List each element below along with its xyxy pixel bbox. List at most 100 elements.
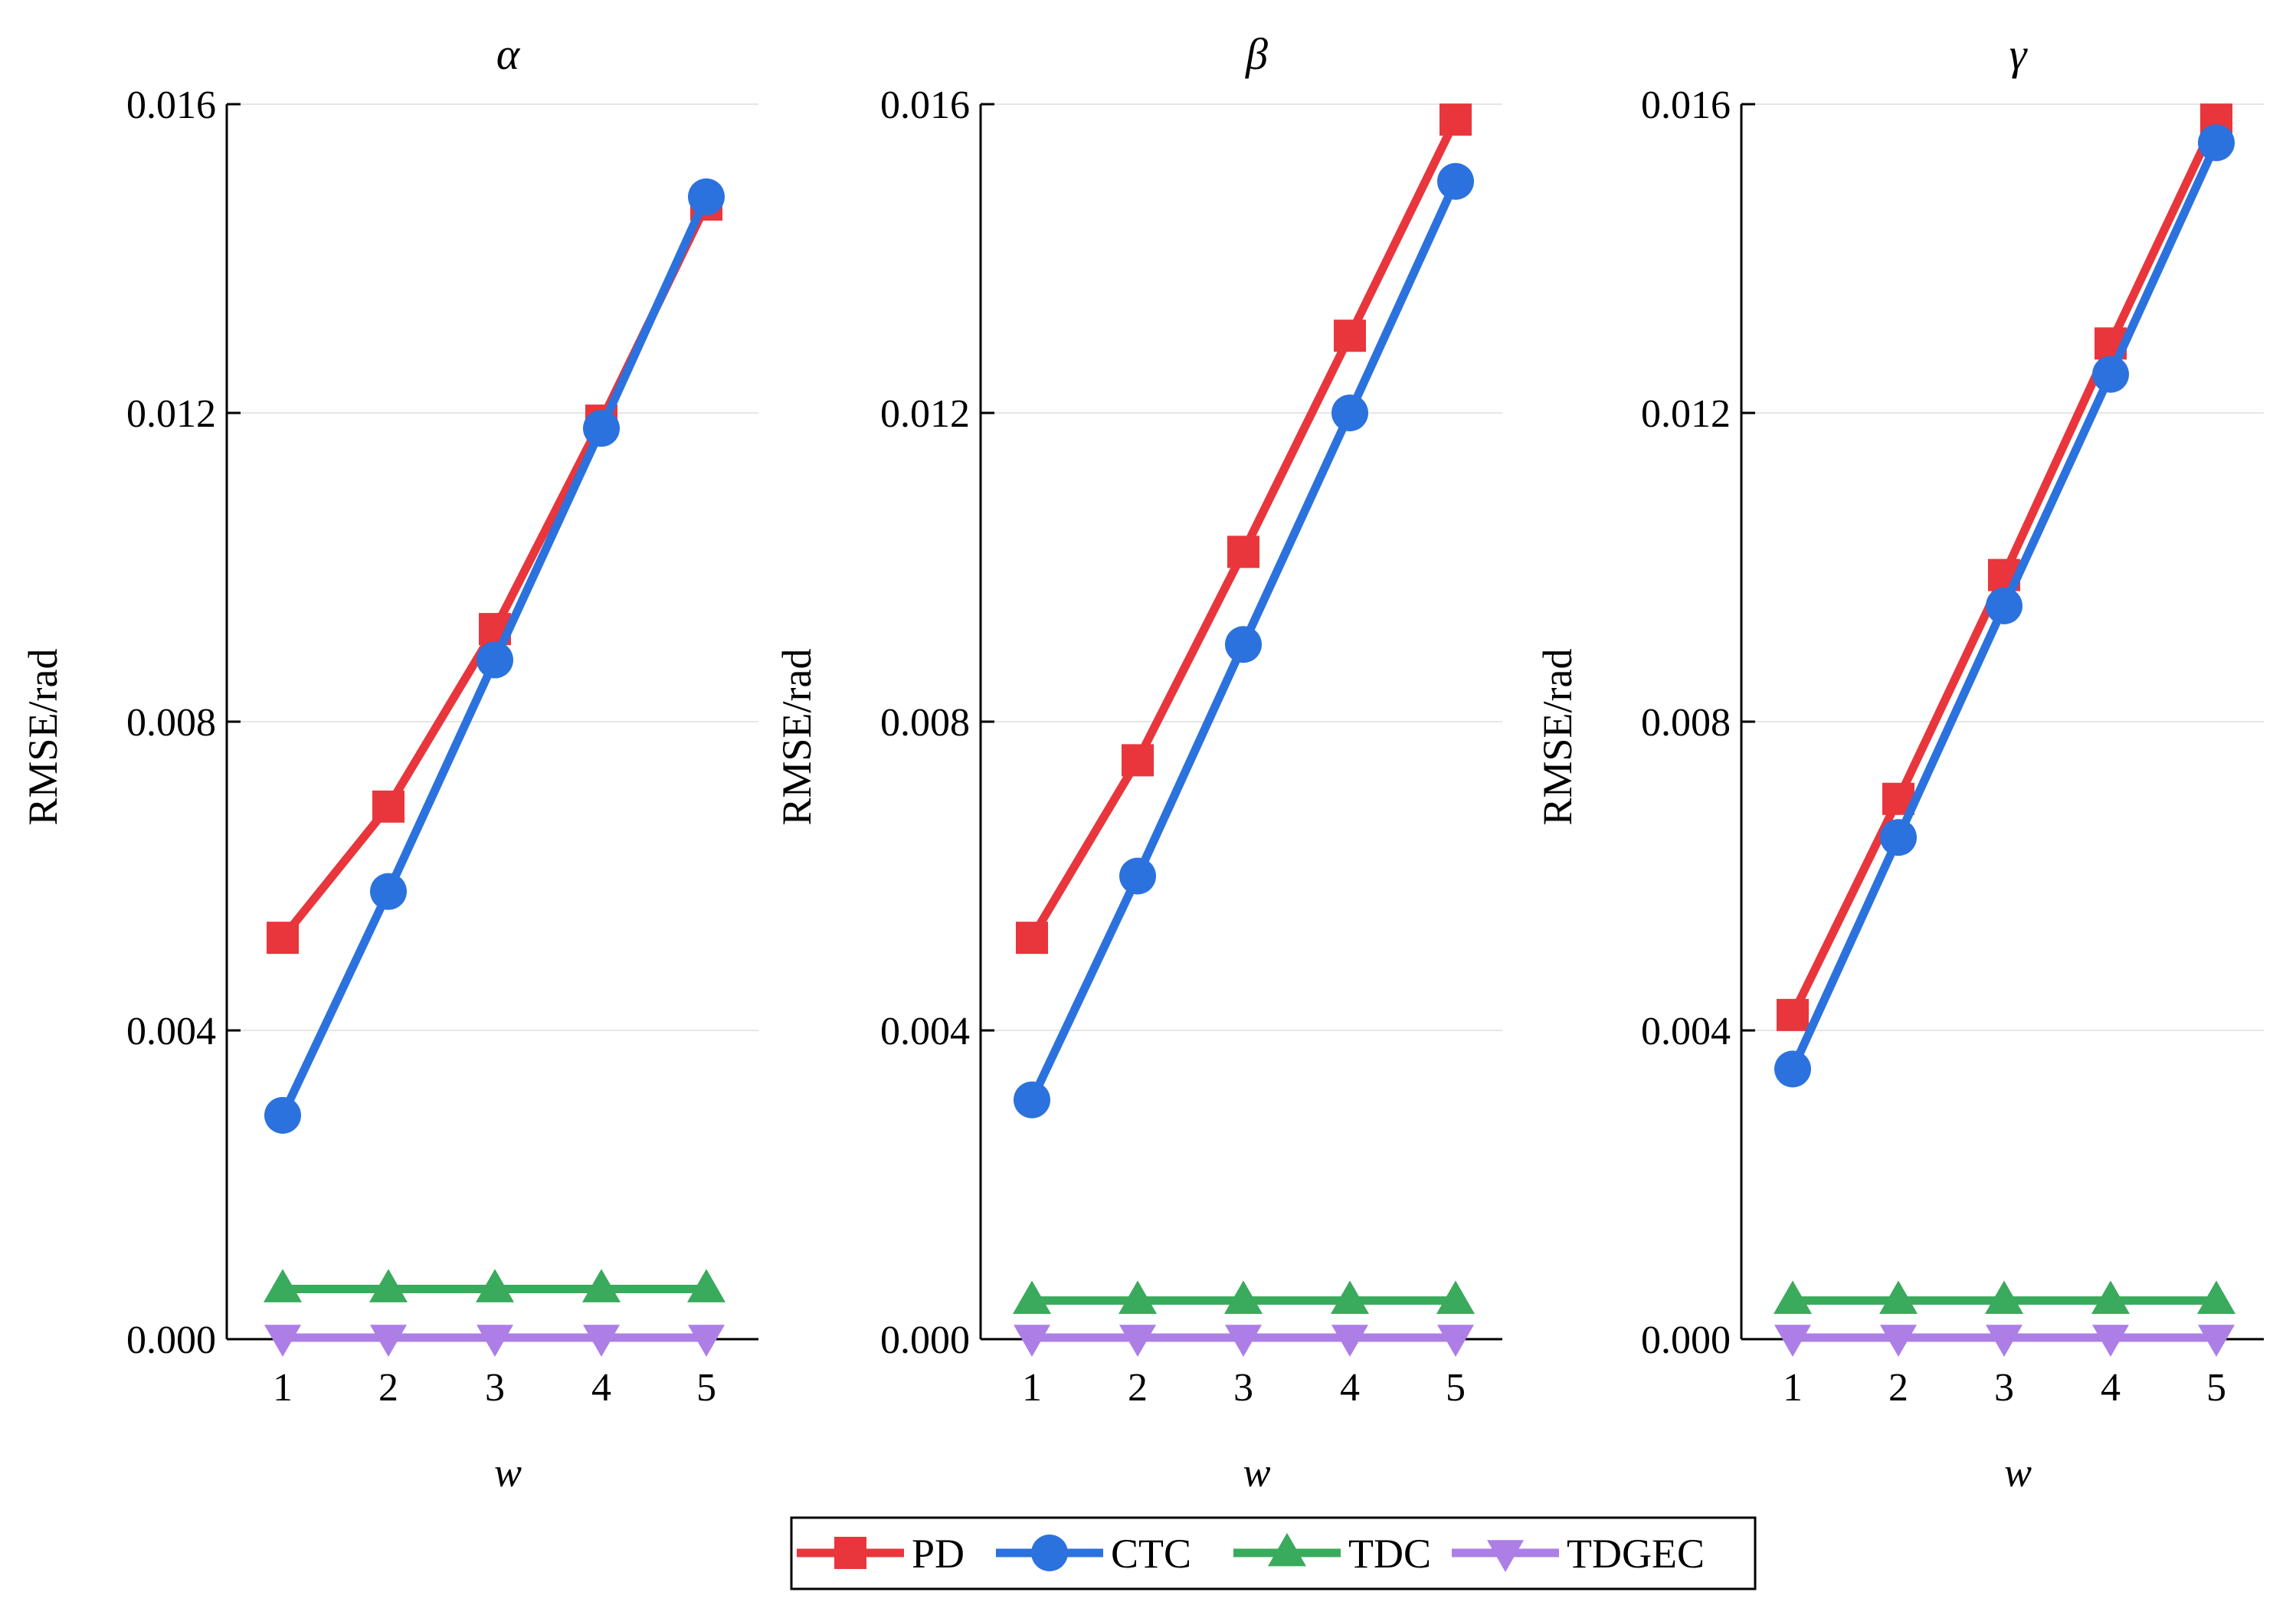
data-point-tdc <box>1224 1280 1263 1315</box>
data-point-tdc <box>476 1269 514 1302</box>
x-tick-label: 1 <box>1783 1366 1803 1410</box>
data-point-pd <box>1227 536 1259 568</box>
legend-label: CTC <box>1111 1531 1191 1577</box>
legend-entry-tdgec: TDGEC <box>1452 1531 1705 1577</box>
legend-marker-tdgec <box>1487 1540 1524 1573</box>
x-tick-label: 3 <box>485 1366 505 1410</box>
data-point-ctc <box>1014 1081 1050 1119</box>
data-point-ctc <box>2092 355 2129 393</box>
data-point-tdgec <box>370 1325 407 1358</box>
data-point-ctc <box>1437 162 1474 200</box>
y-axis-label: RMSE/rad <box>774 648 820 825</box>
y-tick-label: 0.016 <box>1641 84 1731 127</box>
x-tick-label: 1 <box>273 1366 293 1410</box>
series-tdc <box>1774 1280 2235 1315</box>
data-point-ctc <box>1119 857 1156 895</box>
chart-panel-3: 0.000 0.004 0.008 0.012 0.016 1 2 3 4 5 γ w RMSE/rad <box>1534 29 2264 1495</box>
x-tick-label: 5 <box>696 1366 716 1410</box>
data-point-tdgec <box>583 1325 620 1358</box>
data-point-tdc <box>1879 1280 1918 1315</box>
y-tick-label: 0.004 <box>126 1010 216 1053</box>
data-point-ctc <box>1986 587 2023 624</box>
series-line-pd <box>1027 115 1460 942</box>
x-axis-label: w <box>494 1449 522 1495</box>
x-tick-label: 4 <box>2101 1366 2121 1410</box>
y-tick-label: 0.004 <box>1641 1010 1731 1053</box>
x-tick-label: 3 <box>1233 1366 1253 1410</box>
series-tdgec <box>1014 1325 1474 1358</box>
data-point-tdc <box>2197 1280 2235 1315</box>
series-tdgec <box>1774 1325 2235 1358</box>
series-tdc <box>1013 1280 1475 1315</box>
x-tick-label: 4 <box>591 1366 611 1410</box>
chart-panel-1: 0.000 0.004 0.008 0.012 0.016 1 2 3 4 5 α w RMSE/rad <box>20 29 758 1495</box>
x-tick-label: 1 <box>1022 1366 1042 1410</box>
data-point-tdgec <box>1225 1325 1262 1358</box>
y-tick-label: 0.000 <box>880 1318 970 1362</box>
series-ctc <box>1774 124 2235 1088</box>
legend-marker-tdc <box>1268 1532 1306 1567</box>
data-point-pd <box>1334 319 1366 352</box>
y-tick-label: 0.000 <box>1641 1318 1731 1362</box>
data-point-tdc <box>1774 1280 1812 1315</box>
x-tick-label: 5 <box>1446 1366 1466 1410</box>
y-axis-label: RMSE/rad <box>1534 648 1580 825</box>
data-point-tdc <box>1436 1280 1475 1315</box>
legend-label: PD <box>912 1531 965 1577</box>
data-point-tdgec <box>477 1325 513 1358</box>
data-point-pd <box>1440 103 1472 136</box>
legend-marker-pd <box>834 1537 866 1569</box>
chart-panel-2: 0.000 0.004 0.008 0.012 0.016 1 2 3 4 5 β w RMSE/rad <box>774 29 1502 1495</box>
data-point-tdc <box>687 1269 725 1302</box>
y-tick-label: 0.008 <box>126 701 216 745</box>
legend-entry-tdc: TDC <box>1233 1531 1431 1577</box>
y-tick-label: 0.008 <box>880 701 970 745</box>
legend-entry-pd: PD <box>797 1531 965 1577</box>
data-point-ctc <box>1331 395 1368 431</box>
data-point-ctc <box>1880 819 1917 857</box>
data-point-tdgec <box>1774 1325 1811 1358</box>
data-point-pd <box>1016 922 1048 955</box>
data-point-tdc <box>2091 1280 2130 1315</box>
data-point-ctc <box>477 641 513 679</box>
data-point-tdgec <box>1014 1325 1050 1358</box>
data-point-pd <box>1122 744 1154 777</box>
panel-title: β <box>1245 29 1268 79</box>
legend-marker-ctc <box>1031 1535 1068 1571</box>
data-point-ctc <box>688 178 725 215</box>
x-tick-label: 5 <box>2206 1366 2226 1410</box>
panel-title: α <box>496 29 521 79</box>
y-tick-label: 0.016 <box>880 84 970 127</box>
data-point-tdc <box>369 1269 408 1302</box>
data-point-tdgec <box>2198 1325 2235 1358</box>
data-point-ctc <box>2198 124 2235 162</box>
series-ctc <box>1014 162 1474 1119</box>
data-point-tdc <box>264 1269 302 1302</box>
data-point-tdc <box>1119 1280 1157 1315</box>
data-point-ctc <box>1225 626 1262 663</box>
data-point-ctc <box>370 873 407 910</box>
x-tick-label: 4 <box>1340 1366 1360 1410</box>
data-point-tdc <box>1331 1280 1369 1315</box>
y-tick-label: 0.016 <box>126 84 216 127</box>
legend-entry-ctc: CTC <box>996 1531 1191 1577</box>
data-point-tdc <box>1013 1280 1051 1315</box>
series-tdc <box>264 1269 725 1302</box>
chart-panels: 0.000 0.004 0.008 0.012 0.016 1 2 3 4 5 α w RMSE/rad… <box>20 29 2264 1495</box>
y-tick-label: 0.008 <box>1641 701 1731 745</box>
series-ctc <box>264 178 725 1134</box>
x-tick-label: 3 <box>1994 1366 2014 1410</box>
y-tick-label: 0.012 <box>880 392 970 436</box>
data-point-ctc <box>264 1096 301 1134</box>
data-point-tdgec <box>1880 1325 1917 1358</box>
data-point-tdgec <box>1437 1325 1474 1358</box>
series-pd <box>1016 103 1472 955</box>
data-point-tdgec <box>1331 1325 1368 1358</box>
y-tick-label: 0.004 <box>880 1010 970 1053</box>
x-tick-label: 2 <box>378 1366 398 1410</box>
data-point-tdgec <box>2092 1325 2129 1358</box>
series-pd <box>1777 103 2232 1031</box>
legend-label: TDGEC <box>1567 1531 1705 1577</box>
y-tick-label: 0.000 <box>126 1318 216 1362</box>
